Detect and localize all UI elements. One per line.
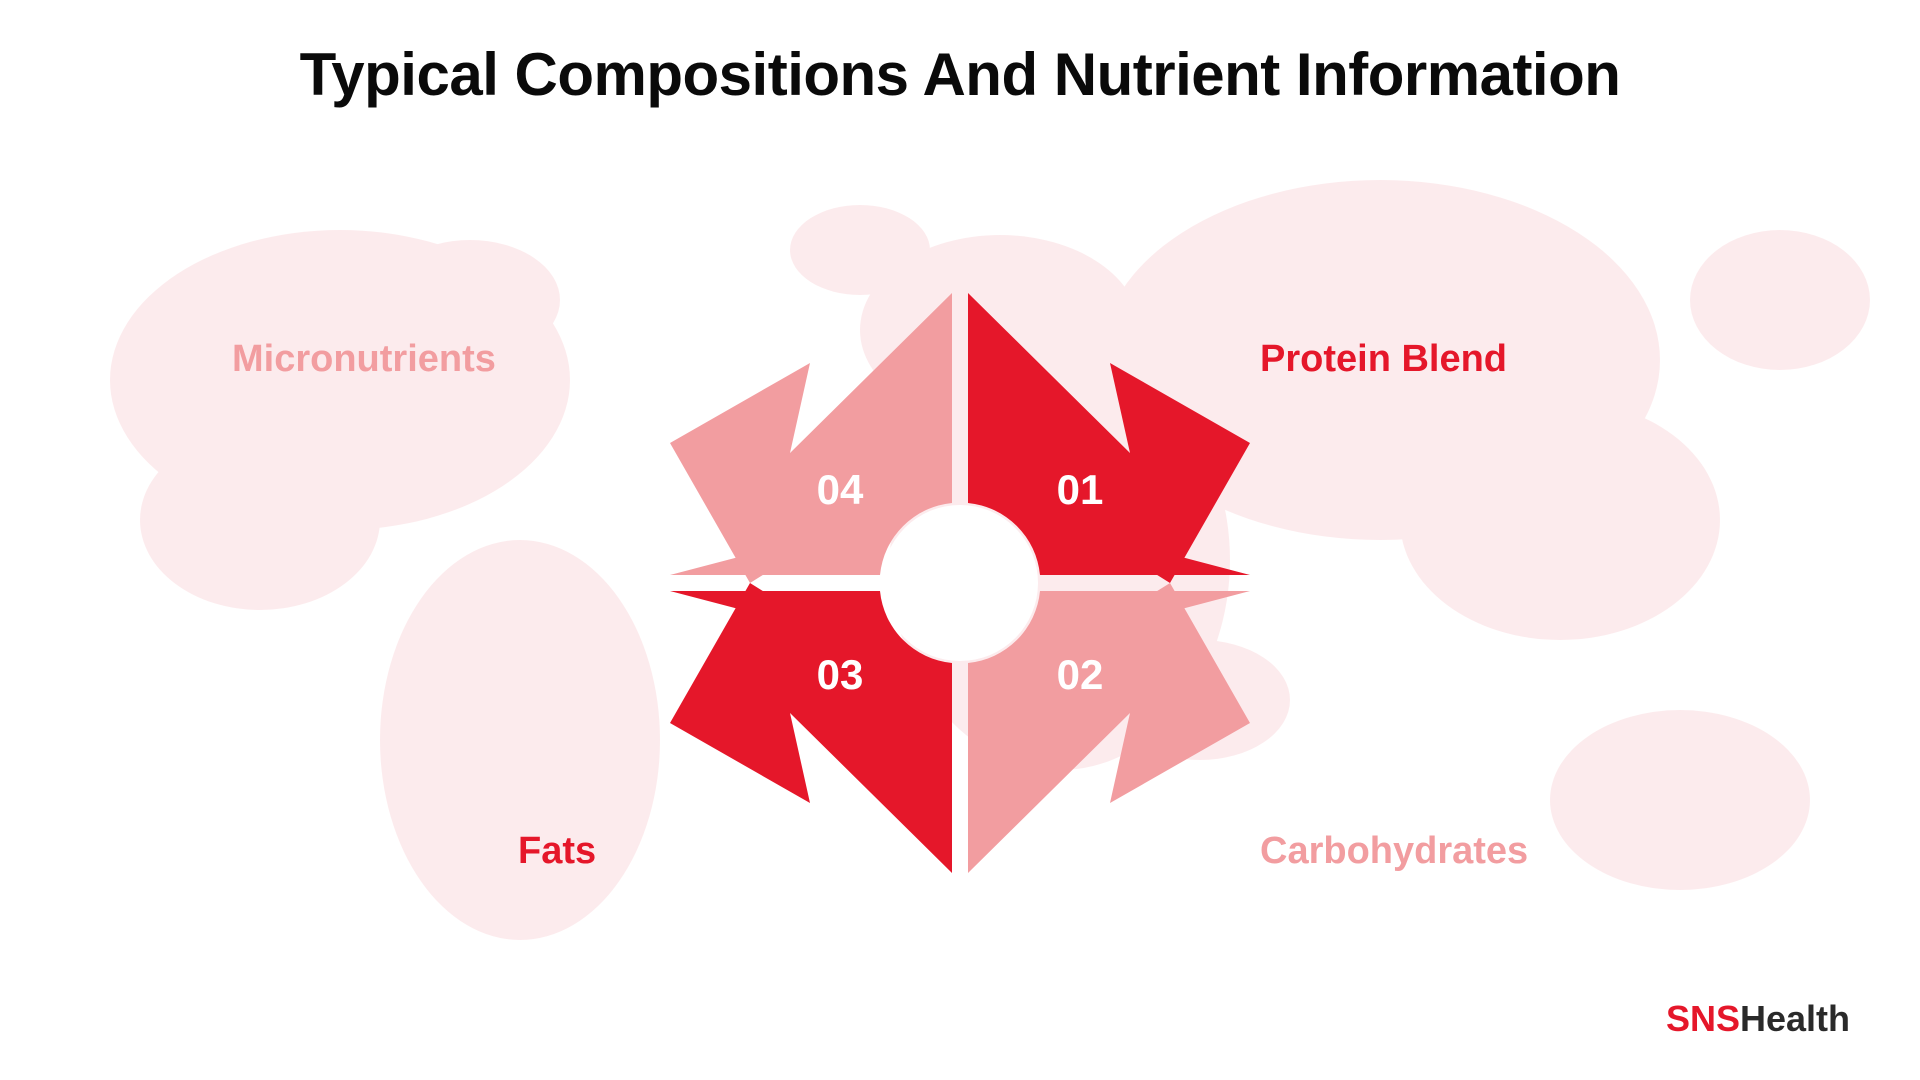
brand-logo: SNSHealth xyxy=(1666,998,1850,1040)
logo-part1: SNS xyxy=(1666,998,1740,1039)
segment-03-number: 03 xyxy=(817,651,864,698)
center-hole xyxy=(882,505,1038,661)
label-carbohydrates: Carbohydrates xyxy=(1260,830,1528,873)
label-micronutrients: Micronutrients xyxy=(232,338,496,381)
quadrant-arrow-diagram: 01 02 03 04 xyxy=(610,233,1310,933)
segment-04-number: 04 xyxy=(817,466,864,513)
page-title: Typical Compositions And Nutrient Inform… xyxy=(0,40,1920,109)
segment-02-number: 02 xyxy=(1057,651,1104,698)
logo-part2: Health xyxy=(1740,998,1850,1039)
segment-01-number: 01 xyxy=(1057,466,1104,513)
label-protein-blend: Protein Blend xyxy=(1260,338,1507,381)
label-fats: Fats xyxy=(518,830,596,873)
